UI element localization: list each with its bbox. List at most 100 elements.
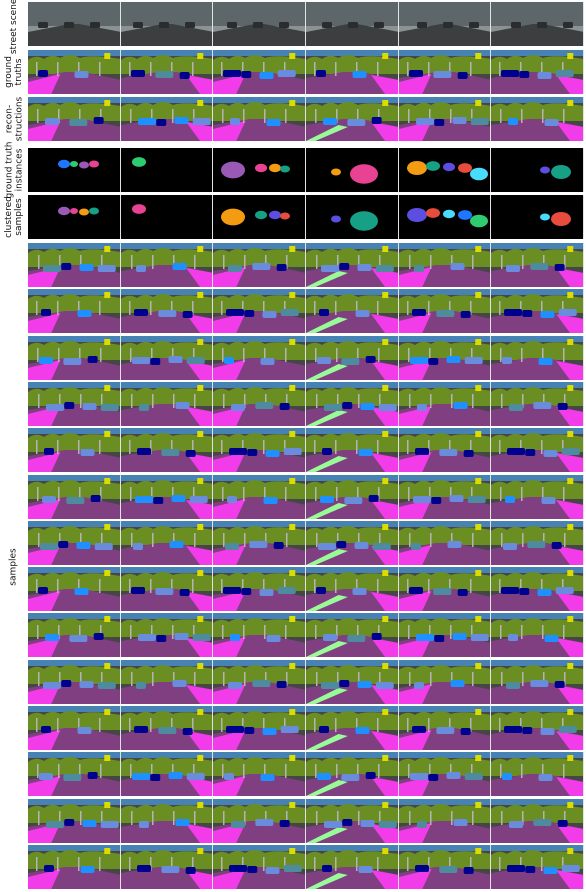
scene-thumbnail bbox=[491, 289, 584, 334]
scene-thumbnail bbox=[398, 335, 492, 380]
scene-thumbnail bbox=[306, 428, 399, 473]
scene-thumbnail bbox=[120, 520, 214, 565]
scene-thumbnail bbox=[306, 2, 399, 46]
scene-thumbnail bbox=[120, 243, 214, 287]
scene-thumbnail bbox=[28, 798, 121, 843]
scene-thumbnail bbox=[491, 335, 584, 380]
scene-thumbnail bbox=[120, 752, 214, 797]
scene-thumbnail bbox=[28, 752, 121, 797]
scene-thumbnail bbox=[491, 2, 584, 46]
scene-thumbnail bbox=[213, 335, 306, 380]
row-label-ground-truths: ground truths bbox=[4, 56, 24, 88]
scene-thumbnail bbox=[213, 97, 306, 141]
scene-thumbnail bbox=[28, 567, 121, 612]
scene-thumbnail bbox=[120, 659, 214, 704]
scene-thumbnail bbox=[120, 428, 214, 473]
scene-thumbnail bbox=[306, 567, 399, 612]
scene-thumbnail bbox=[213, 844, 306, 889]
scene-thumbnail bbox=[398, 195, 492, 239]
scene-thumbnail bbox=[120, 381, 214, 426]
scene-thumbnail bbox=[28, 428, 121, 473]
scene-thumbnail bbox=[28, 474, 121, 519]
scene-thumbnail bbox=[306, 97, 399, 141]
sample-row bbox=[28, 706, 584, 750]
sample-row bbox=[28, 520, 584, 565]
scene-thumbnail bbox=[398, 844, 492, 889]
scene-thumbnail bbox=[28, 97, 121, 141]
scene-thumbnail bbox=[213, 428, 306, 473]
scene-thumbnail bbox=[28, 706, 121, 750]
row-label-gt-instances: ground truth instances bbox=[4, 141, 24, 199]
scene-thumbnail bbox=[120, 148, 214, 192]
scene-thumbnail bbox=[398, 706, 492, 750]
row-label-street-scenes: street scenes bbox=[9, 0, 20, 55]
scene-thumbnail bbox=[213, 243, 306, 287]
scene-thumbnail bbox=[28, 844, 121, 889]
scene-thumbnail bbox=[398, 613, 492, 658]
scene-thumbnail bbox=[28, 148, 121, 192]
scene-thumbnail bbox=[306, 706, 399, 750]
scene-thumbnail bbox=[398, 243, 492, 287]
scene-thumbnail bbox=[491, 706, 584, 750]
scene-thumbnail bbox=[306, 659, 399, 704]
scene-thumbnail bbox=[28, 659, 121, 704]
sample-row bbox=[28, 752, 584, 797]
scene-thumbnail bbox=[491, 798, 584, 843]
scene-thumbnail bbox=[213, 50, 306, 94]
scene-thumbnail bbox=[120, 798, 214, 843]
scene-thumbnail bbox=[398, 381, 492, 426]
scene-thumbnail bbox=[28, 195, 121, 239]
scene-thumbnail bbox=[213, 706, 306, 750]
scene-thumbnail bbox=[28, 289, 121, 334]
scene-thumbnail bbox=[306, 520, 399, 565]
sample-row bbox=[28, 844, 584, 889]
scene-thumbnail bbox=[398, 474, 492, 519]
scene-thumbnail bbox=[491, 195, 584, 239]
sample-row bbox=[28, 659, 584, 704]
sample-row bbox=[28, 613, 584, 658]
scene-thumbnail bbox=[213, 474, 306, 519]
scene-thumbnail bbox=[306, 381, 399, 426]
sample-row bbox=[28, 289, 584, 334]
scene-thumbnail bbox=[120, 474, 214, 519]
scene-thumbnail bbox=[491, 97, 584, 141]
sample-row bbox=[28, 243, 584, 287]
scene-thumbnail bbox=[306, 474, 399, 519]
scene-thumbnail bbox=[213, 520, 306, 565]
row-label-samples: samples bbox=[9, 548, 20, 586]
scene-thumbnail bbox=[491, 844, 584, 889]
scene-thumbnail bbox=[398, 50, 492, 94]
scene-thumbnail bbox=[491, 428, 584, 473]
scene-thumbnail bbox=[398, 520, 492, 565]
sample-row bbox=[28, 335, 584, 380]
scene-thumbnail bbox=[120, 335, 214, 380]
scene-thumbnail bbox=[491, 613, 584, 658]
scene-thumbnail bbox=[398, 289, 492, 334]
scene-thumbnail bbox=[398, 428, 492, 473]
street-scenes-row bbox=[28, 2, 584, 46]
scene-thumbnail bbox=[213, 659, 306, 704]
scene-thumbnail bbox=[306, 613, 399, 658]
scene-thumbnail bbox=[398, 752, 492, 797]
scene-thumbnail bbox=[120, 289, 214, 334]
scene-thumbnail bbox=[213, 195, 306, 239]
scene-thumbnail bbox=[28, 613, 121, 658]
scene-thumbnail bbox=[306, 844, 399, 889]
scene-thumbnail bbox=[491, 659, 584, 704]
scene-thumbnail bbox=[491, 381, 584, 426]
scene-thumbnail bbox=[28, 335, 121, 380]
scene-thumbnail bbox=[213, 381, 306, 426]
scene-thumbnail bbox=[28, 50, 121, 94]
scene-thumbnail bbox=[398, 2, 492, 46]
reconstructions-row bbox=[28, 97, 584, 141]
scene-thumbnail bbox=[306, 289, 399, 334]
scene-thumbnail bbox=[491, 567, 584, 612]
scene-thumbnail bbox=[120, 50, 214, 94]
scene-thumbnail bbox=[398, 97, 492, 141]
scene-thumbnail bbox=[120, 844, 214, 889]
row-label-reconstructions: recon- structions bbox=[4, 96, 24, 142]
clustered-samples-row bbox=[28, 195, 584, 239]
sample-row bbox=[28, 381, 584, 426]
scene-thumbnail bbox=[213, 613, 306, 658]
scene-thumbnail bbox=[120, 2, 214, 46]
